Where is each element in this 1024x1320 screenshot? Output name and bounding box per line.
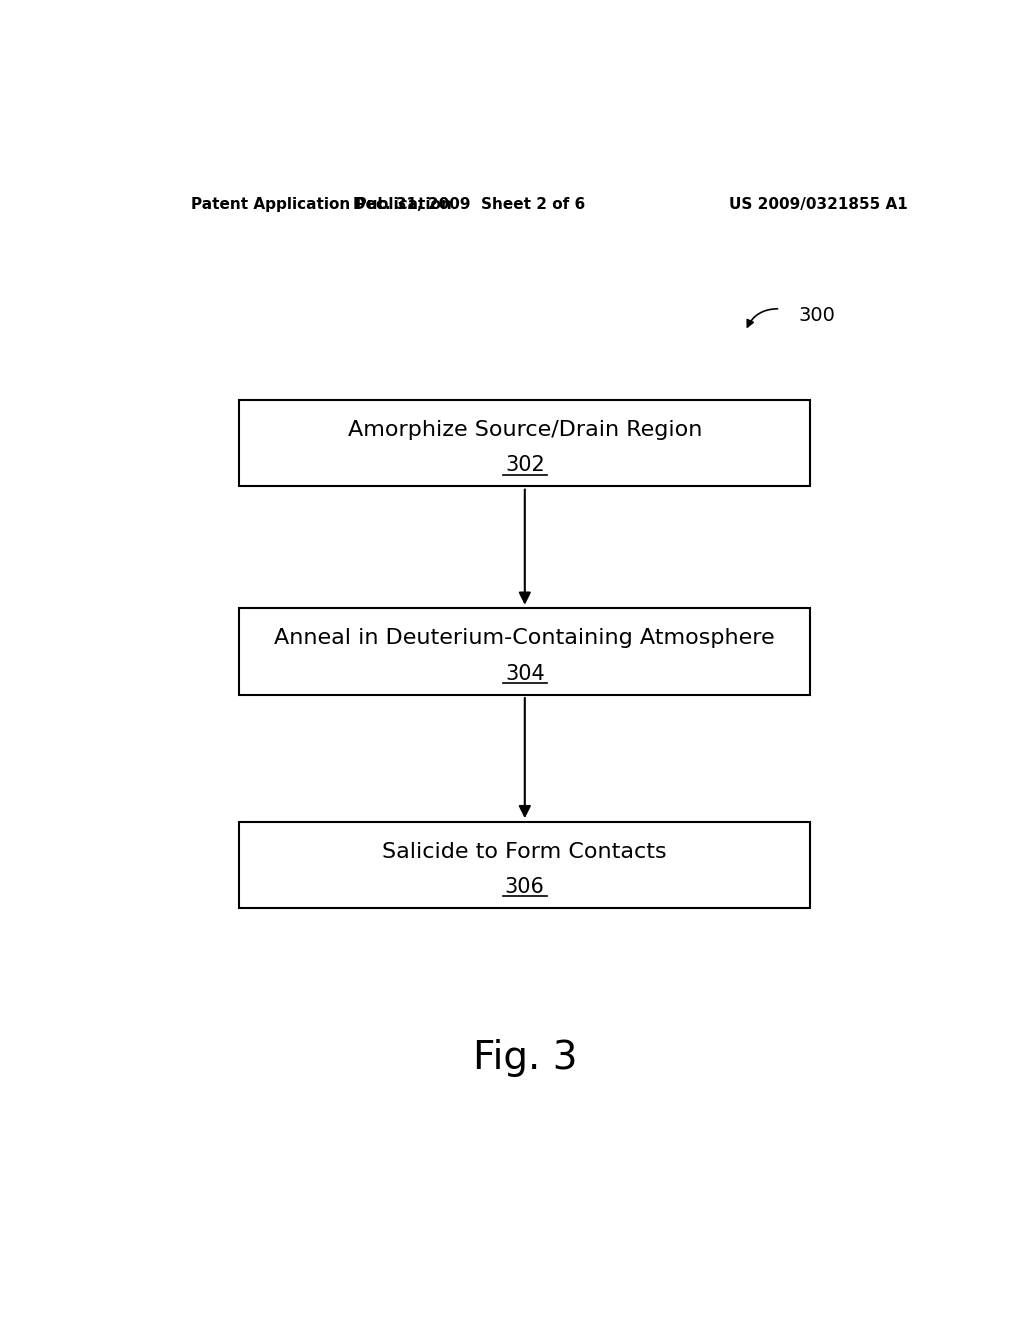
FancyBboxPatch shape <box>240 821 811 908</box>
FancyBboxPatch shape <box>240 400 811 486</box>
Text: 306: 306 <box>505 878 545 898</box>
FancyBboxPatch shape <box>240 609 811 694</box>
Text: US 2009/0321855 A1: US 2009/0321855 A1 <box>729 197 908 211</box>
Text: Salicide to Form Contacts: Salicide to Form Contacts <box>383 842 667 862</box>
Text: Amorphize Source/Drain Region: Amorphize Source/Drain Region <box>347 420 702 440</box>
Text: 302: 302 <box>505 455 545 475</box>
Text: Dec. 31, 2009  Sheet 2 of 6: Dec. 31, 2009 Sheet 2 of 6 <box>353 197 586 211</box>
Text: Anneal in Deuterium-Containing Atmosphere: Anneal in Deuterium-Containing Atmospher… <box>274 628 775 648</box>
Text: 300: 300 <box>799 306 836 326</box>
Text: Fig. 3: Fig. 3 <box>472 1039 578 1077</box>
Text: Patent Application Publication: Patent Application Publication <box>191 197 453 211</box>
Text: 304: 304 <box>505 664 545 684</box>
